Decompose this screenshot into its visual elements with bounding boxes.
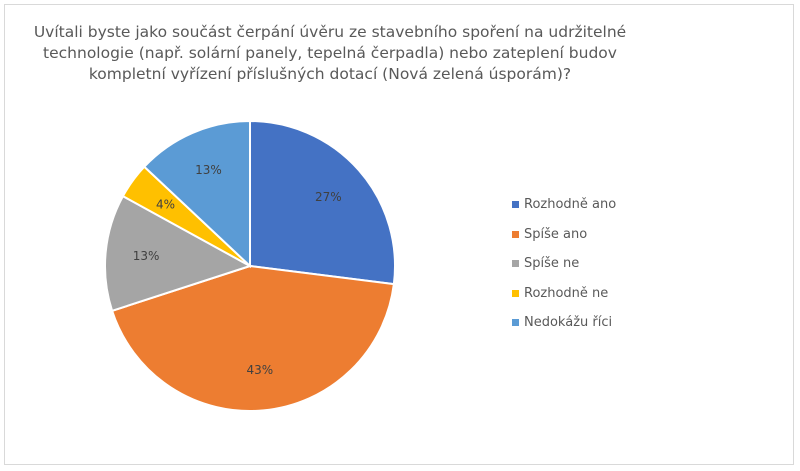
pie-slice-rozhodne-ano bbox=[249, 119, 396, 286]
legend-label: Spíše ne bbox=[524, 256, 580, 272]
legend-item-spise-ne: Spíše ne bbox=[512, 249, 616, 279]
chart-title-line-3: kompletní vyřízení příslušných dotací (N… bbox=[88, 65, 572, 83]
legend-item-spise-ano: Spíše ano bbox=[512, 220, 616, 250]
chart-title: Uvítali byste jako součást čerpání úvěru… bbox=[20, 22, 640, 85]
legend-swatch bbox=[512, 319, 519, 327]
data-label-spise-ne: 13% bbox=[133, 249, 160, 263]
legend-swatch bbox=[512, 289, 519, 297]
legend-label: Rozhodně ne bbox=[524, 285, 609, 301]
legend-swatch bbox=[512, 230, 519, 238]
pie-slice-spise-ne bbox=[104, 194, 253, 313]
legend-swatch bbox=[512, 260, 519, 268]
data-label-spise-ano: 43% bbox=[246, 363, 273, 377]
data-label-rozhodne-ano: 27% bbox=[315, 190, 342, 204]
pie-slice-spise-ano bbox=[110, 264, 395, 412]
legend-item-nedokazu-rici: Nedokážu říci bbox=[512, 308, 616, 338]
legend-item-rozhodne-ne: Rozhodně ne bbox=[512, 279, 616, 309]
chart-legend: Rozhodně ano Spíše ano Spíše ne Rozhodně ne… bbox=[512, 190, 616, 338]
legend-label: Nedokážu říci bbox=[524, 315, 613, 331]
pie-slice-nedokazu-rici bbox=[142, 119, 251, 269]
legend-label: Rozhodně ano bbox=[524, 197, 617, 213]
legend-swatch bbox=[512, 201, 519, 209]
legend-label: Spíše ano bbox=[524, 226, 588, 242]
data-label-rozhodne-ne: 4% bbox=[156, 198, 175, 212]
data-label-nedokazu-rici: 13% bbox=[195, 163, 222, 177]
legend-item-rozhodne-ano: Rozhodně ano bbox=[512, 190, 616, 220]
chart-title-line-1: Uvítali byste jako součást čerpání úvěru… bbox=[33, 23, 627, 41]
chart-title-line-2: technologie (např. solární panely, tepel… bbox=[43, 44, 617, 62]
